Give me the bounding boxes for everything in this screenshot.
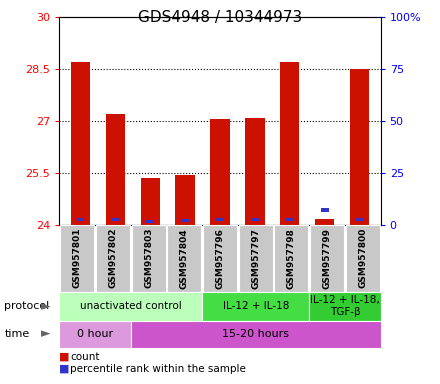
Text: GSM957797: GSM957797 (251, 228, 260, 289)
Bar (356, 218, 363, 221)
Bar (140, 178, 160, 225)
Text: GSM957802: GSM957802 (108, 228, 117, 288)
Text: GDS4948 / 10344973: GDS4948 / 10344973 (138, 10, 302, 25)
Text: ■: ■ (59, 364, 70, 374)
Text: IL-12 + IL-18: IL-12 + IL-18 (223, 301, 289, 311)
Text: IL-12 + IL-18,
TGF-β: IL-12 + IL-18, TGF-β (310, 295, 380, 317)
Bar (71, 62, 90, 225)
Bar (251, 218, 259, 221)
Bar (111, 218, 119, 221)
Bar (176, 175, 194, 225)
Bar (216, 218, 224, 221)
Text: GSM957801: GSM957801 (73, 228, 82, 288)
Bar (147, 220, 154, 223)
Text: ■: ■ (59, 352, 70, 362)
Text: unactivated control: unactivated control (80, 301, 182, 311)
Text: GSM957796: GSM957796 (216, 228, 224, 289)
Text: GSM957800: GSM957800 (358, 228, 367, 288)
Bar (181, 219, 189, 222)
Bar (280, 62, 300, 225)
Bar (321, 209, 329, 212)
Text: protocol: protocol (4, 301, 50, 311)
Text: GSM957798: GSM957798 (287, 228, 296, 289)
Bar (315, 220, 334, 225)
Bar (286, 218, 293, 221)
Bar (77, 218, 84, 221)
Bar (246, 118, 264, 225)
Text: time: time (4, 329, 29, 339)
Text: GSM957803: GSM957803 (144, 228, 153, 288)
Bar (106, 114, 125, 225)
Text: ►: ► (41, 328, 51, 341)
Text: 15-20 hours: 15-20 hours (222, 329, 289, 339)
Text: GSM957804: GSM957804 (180, 228, 189, 288)
Text: count: count (70, 352, 100, 362)
Bar (210, 119, 230, 225)
Text: percentile rank within the sample: percentile rank within the sample (70, 364, 246, 374)
Text: ►: ► (41, 300, 51, 313)
Bar (350, 69, 369, 225)
Text: 0 hour: 0 hour (77, 329, 113, 339)
Text: GSM957799: GSM957799 (323, 228, 332, 289)
